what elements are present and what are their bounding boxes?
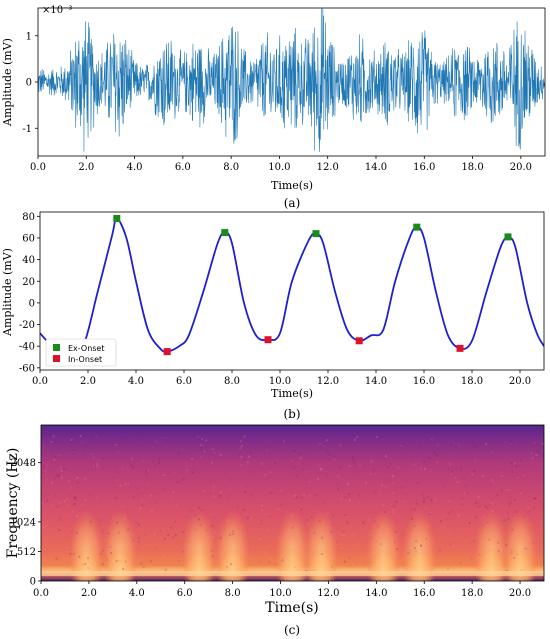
- panel-a-signal: [38, 8, 545, 153]
- x-tick-label: 14.0: [365, 376, 387, 387]
- x-tick-label: 8.0: [223, 162, 239, 173]
- y-tick-label: 512: [17, 547, 36, 558]
- panel-a: 0.0 2.0 4.0 6.0 8.0 10.0 12.0 14.0 16.0 18.0 20.0 …: [1, 5, 546, 210]
- x-tick-label: 0.0: [32, 376, 48, 387]
- y-tick-label: 20: [22, 277, 35, 288]
- panel-a-x-label: Time(s): [271, 179, 313, 192]
- y-tick-label: 1: [26, 31, 32, 42]
- legend-ex-onset-label: Ex-Onset: [68, 344, 105, 353]
- y-tick-label: 0: [29, 298, 35, 309]
- y-tick-label: -60: [19, 363, 35, 374]
- ex-onset-marker: [113, 214, 121, 222]
- x-tick-label: 4.0: [127, 162, 143, 173]
- x-tick-label: 20.0: [509, 376, 531, 387]
- x-tick-label: 16.0: [413, 162, 435, 173]
- ex-onset-marker: [413, 223, 421, 231]
- panel-c-y-label: Frequency (Hz): [5, 448, 21, 559]
- x-tick-label: 18.0: [461, 376, 483, 387]
- in-onset-marker: [264, 336, 272, 344]
- x-tick-label: 4.0: [129, 588, 145, 599]
- x-tick-label: 12.0: [317, 588, 339, 599]
- in-onset-marker: [456, 344, 464, 352]
- y-tick-label: -1: [22, 124, 32, 135]
- x-tick-label: 2.0: [80, 376, 96, 387]
- in-onset-marker: [355, 337, 363, 345]
- x-tick-label: 16.0: [413, 588, 435, 599]
- panel-b-onset-markers: [113, 214, 512, 356]
- x-tick-label: 18.0: [461, 162, 483, 173]
- y-tick-label: -40: [19, 342, 35, 353]
- spectrogram-burst-low: [367, 547, 400, 581]
- panel-b: 0.0 2.0 4.0 6.0 8.0 10.0 12.0 14.0 16.0 18.0 20.0 …: [1, 211, 545, 421]
- legend-ex-onset-swatch: [53, 344, 60, 351]
- panel-b-caption: (b): [283, 407, 300, 421]
- ex-onset-marker: [504, 233, 512, 241]
- x-tick-label: 6.0: [176, 376, 192, 387]
- x-tick-label: 12.0: [317, 376, 339, 387]
- spectrogram-image: [41, 425, 544, 581]
- x-tick-label: 16.0: [413, 376, 435, 387]
- x-tick-label: 6.0: [177, 588, 193, 599]
- x-tick-label: 20.0: [510, 162, 532, 173]
- panel-c-y-ticks: 0 512 1024 2048: [11, 458, 41, 588]
- y-tick-label: 40: [22, 255, 35, 266]
- x-tick-label: 20.0: [509, 588, 531, 599]
- x-tick-label: 2.0: [78, 162, 94, 173]
- x-tick-label: 0.0: [33, 588, 49, 599]
- panel-b-y-label: Amplitude (mV): [1, 248, 14, 337]
- panel-a-multiplier: ×10⁻³: [42, 5, 72, 16]
- y-tick-label: -20: [19, 320, 35, 331]
- ex-onset-marker: [221, 229, 229, 237]
- spectrogram-burst-low: [183, 547, 216, 581]
- x-tick-label: 12.0: [317, 162, 339, 173]
- x-tick-label: 8.0: [225, 588, 241, 599]
- legend-in-onset-label: In-Onset: [68, 355, 102, 364]
- y-tick-label: 60: [22, 233, 35, 244]
- panel-b-frame: [39, 211, 545, 371]
- x-tick-label: 10.0: [269, 588, 291, 599]
- panel-a-y-ticks: -1 0 1: [22, 31, 38, 135]
- y-tick-label: 0: [30, 577, 36, 588]
- x-tick-label: 2.0: [81, 588, 97, 599]
- panel-a-caption: (a): [284, 196, 301, 210]
- x-tick-label: 10.0: [268, 162, 290, 173]
- panel-c-x-ticks: 0.0 2.0 4.0 6.0 8.0 10.0 12.0 14.0 16.0 18.0 20.0: [33, 581, 531, 599]
- panel-a-x-ticks: 0.0 2.0 4.0 6.0 8.0 10.0 12.0 14.0 16.0 18.0 20.0: [30, 156, 532, 173]
- panel-c-x-label: Time(s): [265, 600, 318, 616]
- panel-b-y-ticks: 80 60 40 20 0 -20 -40 -60: [19, 212, 40, 374]
- panel-c-caption: (c): [284, 623, 300, 637]
- x-tick-label: 14.0: [365, 162, 387, 173]
- y-tick-label: 80: [22, 212, 35, 223]
- in-onset-marker: [163, 348, 171, 356]
- x-tick-label: 0.0: [30, 162, 46, 173]
- x-tick-label: 18.0: [461, 588, 483, 599]
- panel-b-x-ticks: 0.0 2.0 4.0 6.0 8.0 10.0 12.0 14.0 16.0 18.0 20.0: [32, 370, 531, 387]
- legend-in-onset-swatch: [53, 355, 60, 362]
- legend-box: [45, 338, 117, 367]
- x-tick-label: 14.0: [365, 588, 387, 599]
- x-tick-label: 6.0: [175, 162, 191, 173]
- spectrogram-burst-low: [104, 547, 137, 581]
- x-tick-label: 4.0: [128, 376, 144, 387]
- signal-trace: [38, 8, 545, 153]
- panel-b-series-line: [40, 217, 544, 356]
- y-tick-label: 0: [26, 78, 32, 89]
- y-tick-label: 2048: [11, 458, 36, 469]
- panel-a-y-label: Amplitude (mV): [1, 38, 14, 127]
- panel-c-frame: [40, 424, 545, 582]
- panel-b-x-label: Time(s): [271, 387, 313, 400]
- panel-b-legend: Ex-Onset In-Onset: [45, 338, 117, 367]
- y-tick-label: 1024: [11, 517, 36, 528]
- x-tick-label: 10.0: [269, 376, 291, 387]
- ex-onset-marker: [312, 230, 320, 238]
- spectrogram-burst-low: [70, 547, 103, 581]
- x-tick-label: 8.0: [224, 376, 240, 387]
- panel-c: 0.0 2.0 4.0 6.0 8.0 10.0 12.0 14.0 16.0 18.0 20.0 …: [5, 424, 545, 637]
